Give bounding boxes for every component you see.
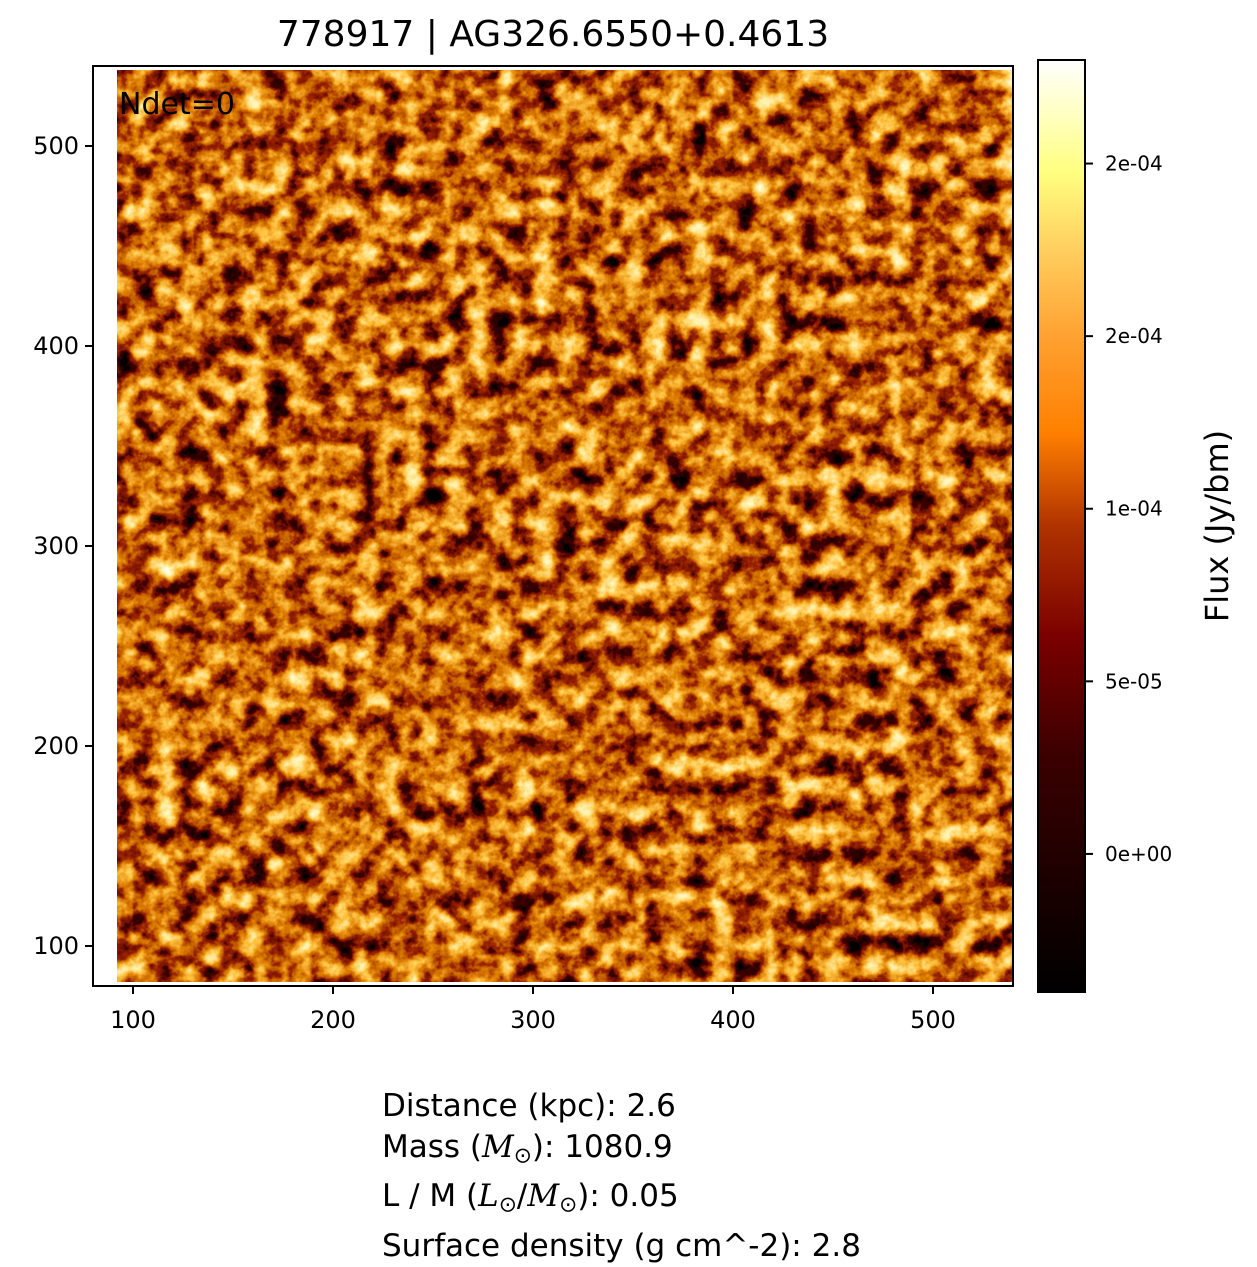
y-axis: 100 200 300 400 500 <box>33 132 93 960</box>
distance-line: Distance (kpc): 2.6 <box>382 1088 676 1124</box>
y-tick-label: 500 <box>33 132 79 160</box>
colorbar <box>1038 60 1085 992</box>
y-tick-label: 400 <box>33 332 79 360</box>
ndet-annotation: Ndet=0 <box>119 87 235 122</box>
plot-background <box>93 66 1013 986</box>
colorbar-label: Flux (Jy/bm) <box>1198 430 1236 622</box>
plot-frame <box>92 65 1014 987</box>
x-tick-label: 400 <box>710 1006 756 1034</box>
x-tick-label: 500 <box>910 1006 956 1034</box>
surface-density-line: Surface density (g cm^-2): 2.8 <box>382 1227 861 1264</box>
x-tick-label: 300 <box>510 1006 556 1034</box>
mass-line: Mass (M⊙): 1080.9 <box>382 1129 673 1169</box>
chart-title: 778917 | AG326.6550+0.4613 <box>276 14 830 55</box>
colorbar-tick-label: 2e-04 <box>1105 152 1163 176</box>
colorbar-tick-label: 1e-04 <box>1105 497 1163 521</box>
x-axis: 100 200 300 400 500 <box>110 986 956 1034</box>
colorbar-tick-label: 2e-04 <box>1105 324 1163 348</box>
colorbar-frame <box>1037 59 1086 993</box>
y-tick-label: 300 <box>33 532 79 560</box>
x-tick-label: 200 <box>310 1006 356 1034</box>
flux-map <box>117 70 1013 982</box>
x-tick-label: 100 <box>110 1006 156 1034</box>
y-tick-label: 100 <box>33 932 79 960</box>
y-tick-label: 200 <box>33 732 79 760</box>
colorbar-tick-label: 5e-05 <box>1105 669 1163 693</box>
source-info: Distance (kpc): 2.6 Mass (M⊙): 1080.9 L … <box>382 1086 861 1267</box>
lm-line: L / M (L⊙/M⊙): 0.05 <box>382 1178 679 1218</box>
colorbar-tick-label: 0e+00 <box>1105 842 1172 866</box>
colorbar-ticks: 0e+00 5e-05 1e-04 2e-04 2e-04 <box>1085 152 1172 866</box>
